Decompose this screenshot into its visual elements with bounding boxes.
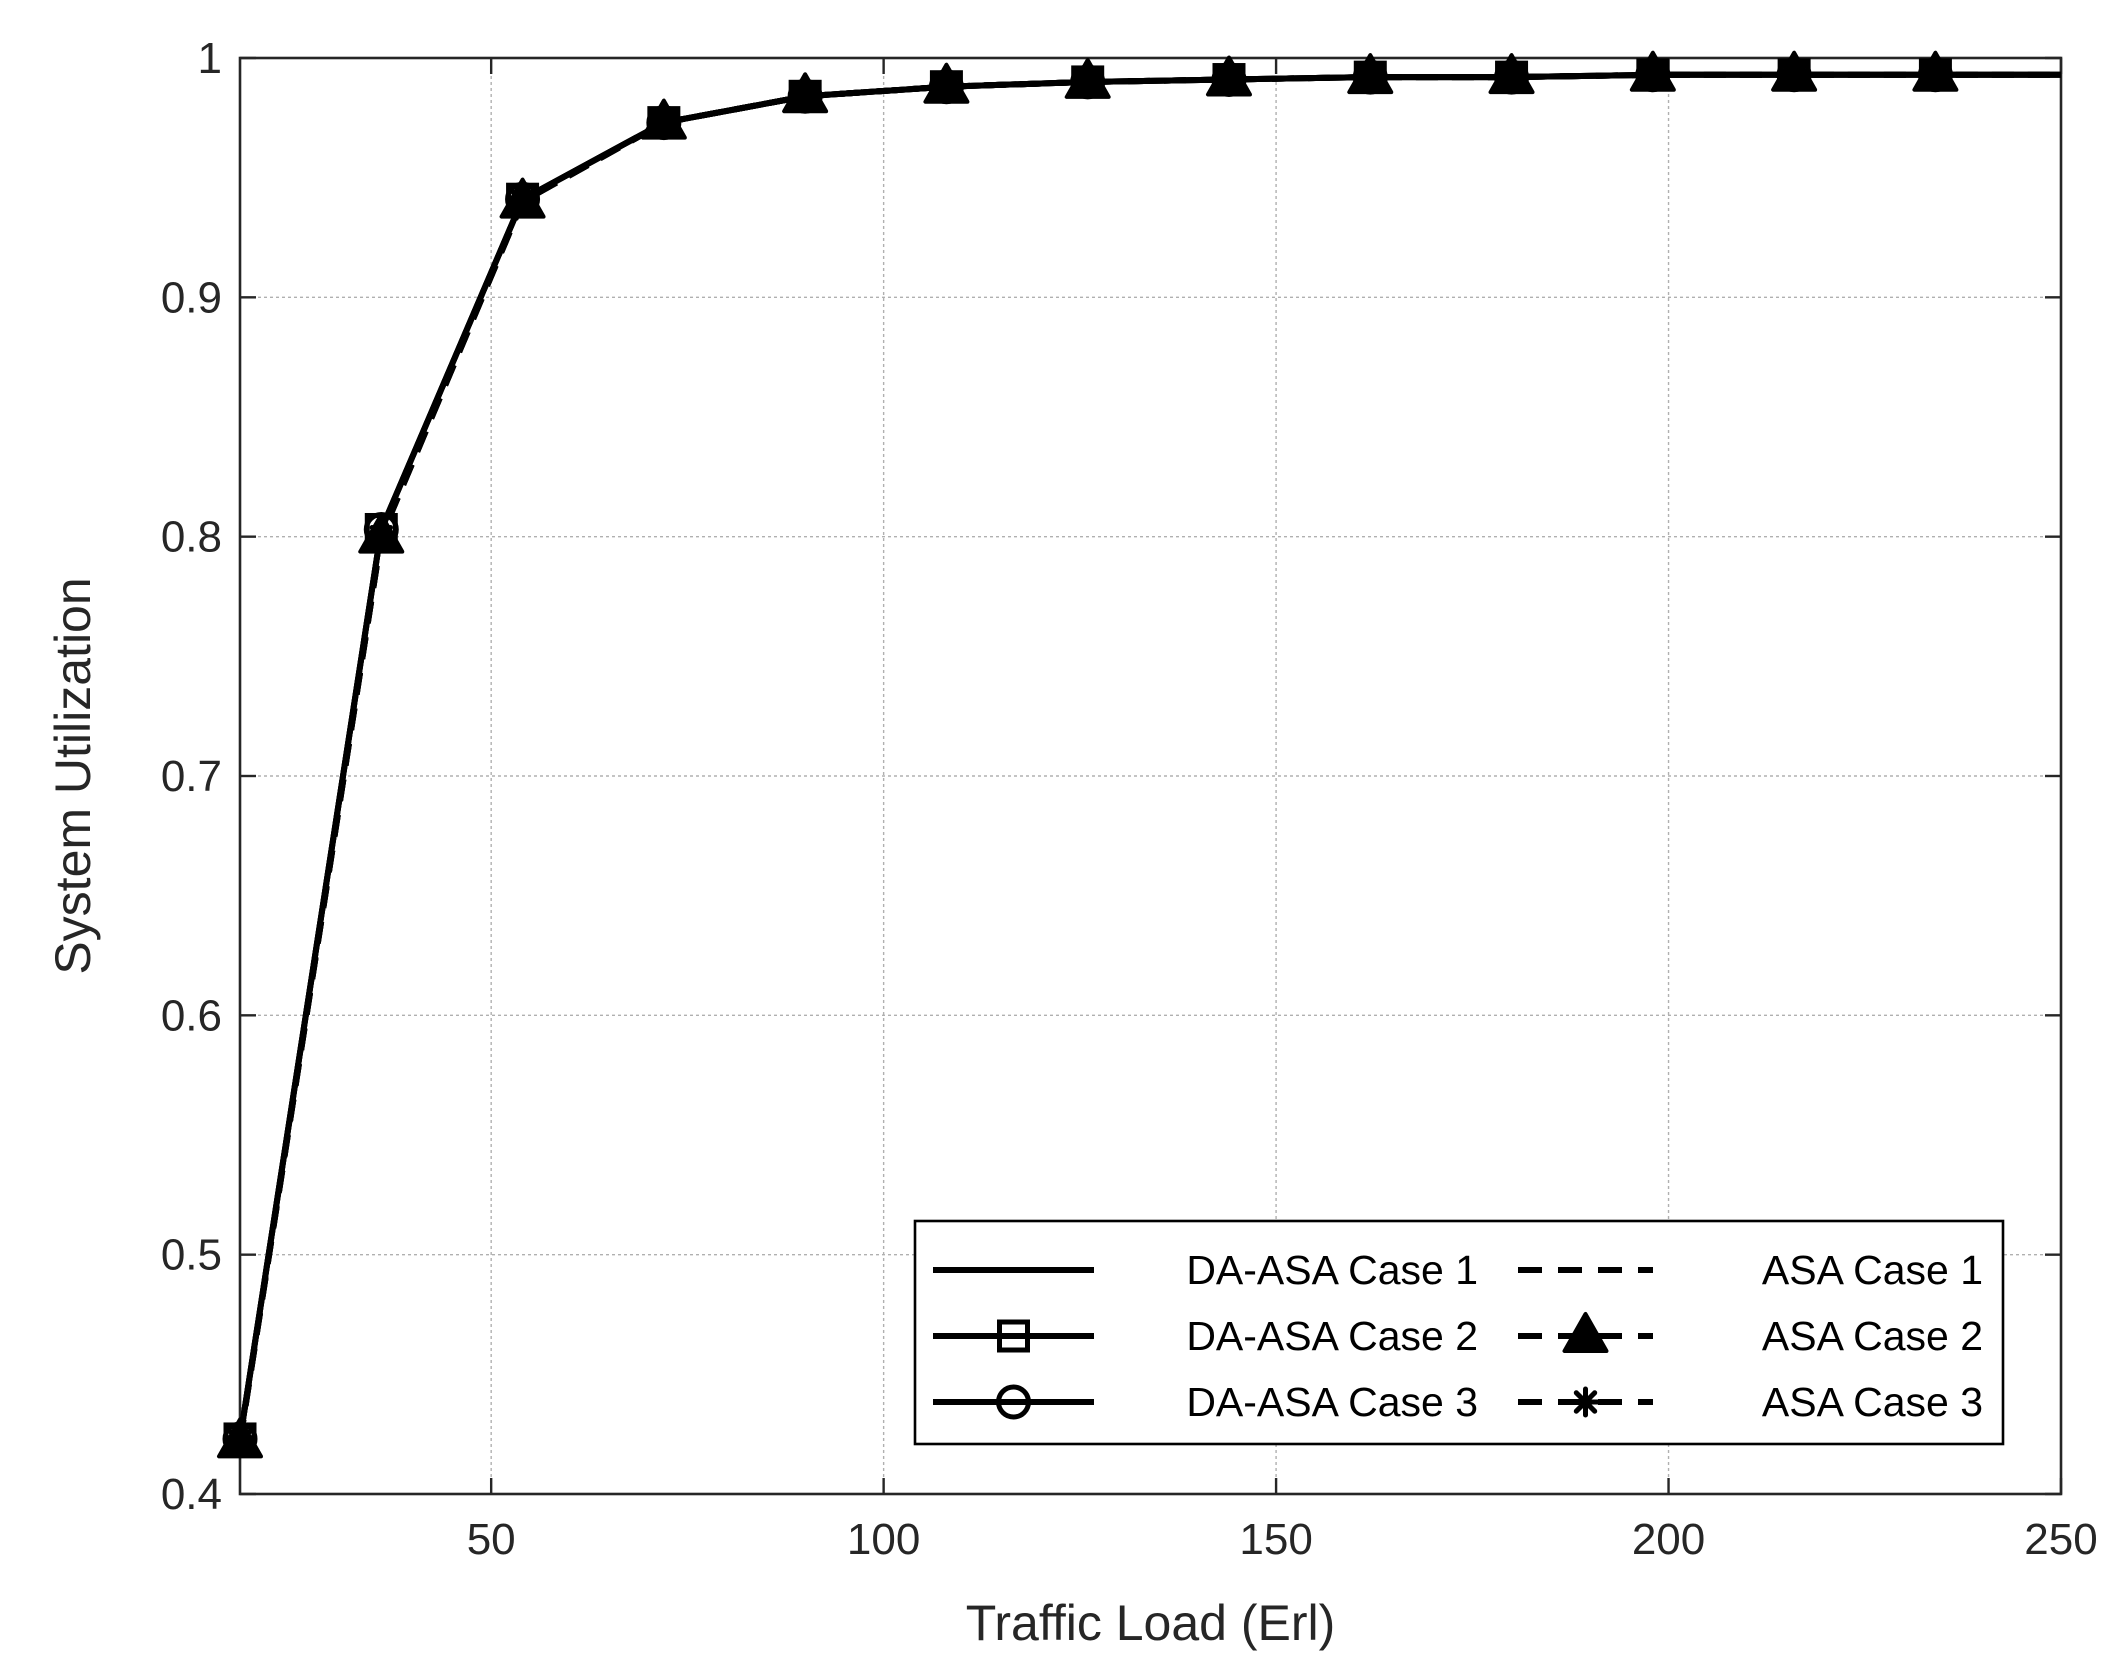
data-point-asa-case-3 [1496,61,1528,93]
asterisk-center [234,1435,246,1448]
legend-label: ASA Case 3 [1762,1379,1983,1425]
x-tick-labels: 50 100 150 200 250 [467,1515,2098,1564]
legend-label: DA-ASA Case 2 [1186,1313,1478,1359]
asterisk-center [1579,1396,1592,1408]
y-tick-label: 0.6 [161,991,222,1040]
axis-ticks [240,56,2063,1496]
legend: DA-ASA Case 1 ASA Case 1 DA-ASA Case 2 ASA … [913,1219,2005,1446]
legend-label: ASA Case 1 [1762,1247,1983,1293]
y-tick-label: 0.8 [161,513,222,562]
asterisk-center [1222,73,1235,86]
y-tick-label: 0.4 [161,1470,222,1519]
y-tick-label: 1 [198,34,222,83]
y-tick-label: 0.7 [161,752,222,801]
data-point-asa-case-3 [1072,66,1104,98]
asterisk-center [940,80,953,93]
data-point-asa-case-3 [1919,59,1951,91]
series-line-asa-case-3 [237,71,2061,1442]
asterisk-center [516,195,529,208]
x-axis-title: Traffic Load (Erl) [966,1595,1336,1651]
y-tick-label: 0.9 [161,273,222,322]
asterisk-center [1646,68,1659,81]
data-point-asa-case-3 [365,521,397,553]
y-tick-label: 0.5 [161,1231,222,1280]
y-tick-labels: 0.4 0.5 0.6 0.7 0.8 0.9 1 [161,34,222,1519]
data-point-asa-case-3 [930,71,962,103]
asterisk-center [799,90,812,103]
legend-label: DA-ASA Case 1 [1186,1247,1478,1293]
legend-item-asa-case-2: ASA Case 2 [1518,1312,1983,1359]
asterisk-center [1788,68,1801,81]
asterisk-center [1929,68,1942,81]
y-axis-title: System Utilization [45,577,101,974]
x-tick-label: 100 [847,1515,920,1564]
legend-swatch-marker [997,1319,1030,1353]
legend-swatch-marker [996,1384,1031,1420]
x-tick-label: 250 [2024,1515,2097,1564]
x-tick-label: 50 [467,1515,516,1564]
legend-label: DA-ASA Case 3 [1186,1379,1478,1425]
legend-item-asa-case-3: ASA Case 3 [1518,1379,1983,1425]
legend-box [913,1219,2005,1446]
asterisk-center [1505,71,1518,84]
legend-item-da-asa-case-3: DA-ASA Case 3 [933,1379,1478,1425]
legend-swatch-marker [1570,1386,1601,1418]
series-asa-case-3 [224,59,2061,1457]
data-point-asa-case-3 [789,80,821,112]
asterisk-center [657,116,670,129]
series-layer [217,50,2061,1459]
legend-item-da-asa-case-2: DA-ASA Case 2 [933,1313,1478,1359]
asterisk-center [375,530,388,543]
legend-item-da-asa-case-1: DA-ASA Case 1 [933,1247,1478,1293]
data-point-asa-case-3 [1213,64,1245,96]
data-point-asa-case-3 [1354,61,1386,93]
data-point-asa-case-3 [507,186,539,218]
data-point-asa-case-3 [224,1425,256,1457]
x-tick-label: 200 [1632,1515,1705,1564]
asterisk-center [1081,75,1094,88]
x-tick-label: 150 [1239,1515,1312,1564]
data-point-asa-case-3 [1637,59,1669,91]
asterisk-center [1364,71,1377,84]
legend-swatch-marker [1562,1312,1609,1353]
data-point-asa-case-3 [648,107,680,139]
data-point-asa-case-3 [1778,59,1810,91]
legend-label: ASA Case 2 [1762,1313,1983,1359]
legend-item-asa-case-1: ASA Case 1 [1518,1247,1983,1293]
